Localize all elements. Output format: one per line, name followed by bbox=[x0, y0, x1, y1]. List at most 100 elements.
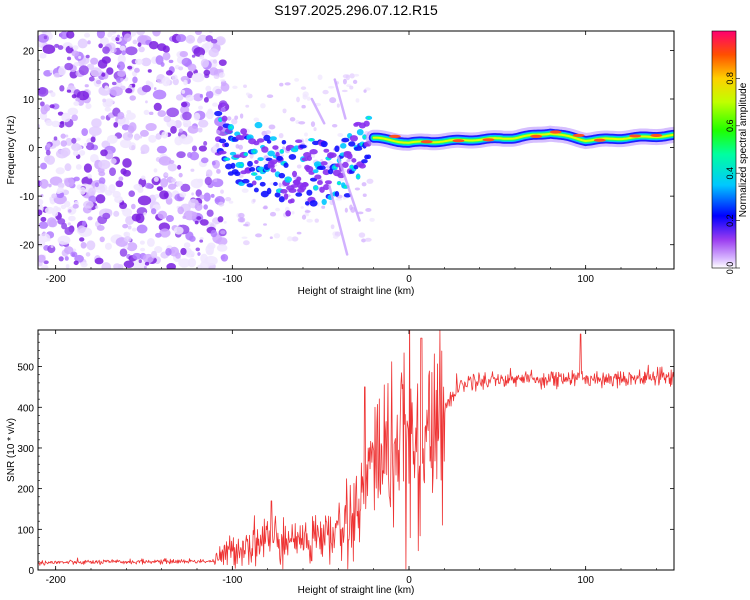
noise-blob bbox=[165, 214, 174, 222]
noise-blob bbox=[171, 74, 178, 80]
noise-blob bbox=[154, 194, 160, 199]
noise-blob bbox=[98, 177, 106, 185]
noise-blob bbox=[176, 151, 186, 159]
noise-blob bbox=[81, 128, 89, 137]
track-blob bbox=[247, 160, 253, 167]
faint-blob bbox=[286, 236, 293, 242]
snr-y-tick-label: 100 bbox=[17, 525, 34, 536]
noise-blob bbox=[127, 225, 132, 230]
track-core bbox=[219, 118, 222, 121]
noise-blob bbox=[38, 261, 43, 267]
faint-blob bbox=[263, 205, 268, 209]
noise-blob bbox=[131, 227, 137, 232]
track-blob bbox=[283, 193, 289, 200]
noise-blob bbox=[135, 213, 145, 224]
noise-blob bbox=[212, 59, 218, 64]
track-blob bbox=[361, 159, 368, 164]
track-core bbox=[350, 165, 354, 169]
faint-blob bbox=[260, 103, 266, 109]
noise-blob bbox=[185, 94, 195, 102]
noise-blob bbox=[142, 253, 154, 264]
noise-blob bbox=[43, 35, 48, 40]
faint-blob bbox=[301, 214, 307, 220]
spectrogram-x-axis-label: Height of straight line (km) bbox=[298, 286, 415, 297]
track-core bbox=[363, 135, 366, 139]
noise-blob bbox=[127, 65, 133, 70]
noise-blob bbox=[66, 56, 72, 61]
faint-blob bbox=[361, 182, 367, 187]
faint-blob bbox=[241, 236, 248, 239]
noise-blob bbox=[156, 186, 164, 192]
faint-blob bbox=[361, 238, 366, 243]
noise-blob bbox=[48, 183, 52, 188]
noise-blob bbox=[60, 133, 66, 139]
noise-blob bbox=[81, 176, 93, 186]
noise-blob bbox=[205, 90, 214, 99]
noise-blob bbox=[117, 111, 125, 120]
spectrogram-y-tick-label: -20 bbox=[20, 241, 35, 252]
track-blob bbox=[295, 192, 303, 197]
track-blob bbox=[306, 155, 312, 161]
track-blob bbox=[305, 165, 314, 173]
noise-blob bbox=[216, 168, 221, 174]
noise-blob bbox=[137, 35, 148, 45]
track-blob bbox=[358, 163, 366, 169]
track-blob bbox=[288, 153, 297, 160]
noise-blob bbox=[163, 192, 169, 198]
noise-blob bbox=[203, 141, 208, 146]
noise-blob bbox=[50, 91, 56, 98]
noise-blob bbox=[61, 112, 71, 123]
noise-blob bbox=[66, 89, 72, 93]
faint-blob bbox=[337, 133, 344, 137]
faint-blob bbox=[243, 240, 250, 246]
noise-blob bbox=[154, 246, 163, 254]
noise-blob bbox=[155, 232, 162, 238]
noise-blob bbox=[71, 114, 78, 122]
track-blob bbox=[260, 190, 269, 198]
noise-blob bbox=[55, 167, 65, 175]
faint-blob bbox=[366, 178, 374, 184]
faint-blob bbox=[228, 200, 234, 204]
faint-blob bbox=[213, 74, 220, 80]
snr-x-tick-label: -200 bbox=[46, 575, 66, 586]
noise-blob bbox=[199, 219, 209, 226]
noise-blob bbox=[64, 256, 69, 261]
colorbar-tick-label: 0.2 bbox=[725, 214, 735, 227]
noise-blob bbox=[53, 72, 61, 78]
noise-blob bbox=[64, 227, 74, 236]
noise-blob bbox=[198, 105, 203, 110]
faint-blob bbox=[269, 211, 277, 217]
noise-blob bbox=[69, 44, 73, 48]
noise-blob bbox=[144, 182, 153, 189]
noise-blob bbox=[195, 189, 202, 197]
noise-blob bbox=[57, 111, 64, 116]
noise-blob bbox=[90, 67, 102, 78]
noise-blob bbox=[198, 119, 209, 128]
noise-blob bbox=[137, 186, 144, 194]
spectrogram-heatmap bbox=[38, 31, 674, 269]
noise-blob bbox=[91, 118, 102, 128]
track-blob bbox=[308, 171, 315, 175]
noise-blob bbox=[44, 206, 55, 214]
band-core bbox=[420, 140, 433, 144]
faint-blob bbox=[352, 79, 358, 85]
track-blob bbox=[263, 134, 271, 142]
noise-blob bbox=[90, 57, 99, 65]
noise-blob bbox=[94, 182, 99, 188]
noise-blob bbox=[213, 178, 218, 183]
faint-blob bbox=[322, 89, 329, 95]
noise-blob bbox=[199, 93, 203, 98]
noise-blob bbox=[153, 87, 157, 91]
noise-blob bbox=[190, 168, 195, 172]
colorbar-tick-label: 0.4 bbox=[725, 167, 735, 180]
noise-blob bbox=[182, 111, 192, 121]
faint-blob bbox=[239, 113, 244, 119]
noise-blob bbox=[64, 163, 72, 172]
track-blob bbox=[218, 138, 227, 144]
noise-blob bbox=[162, 52, 171, 61]
noise-blob bbox=[124, 236, 132, 243]
noise-blob bbox=[203, 204, 208, 210]
noise-blob bbox=[220, 253, 229, 262]
noise-blob bbox=[71, 137, 77, 144]
faint-blob bbox=[215, 239, 220, 244]
